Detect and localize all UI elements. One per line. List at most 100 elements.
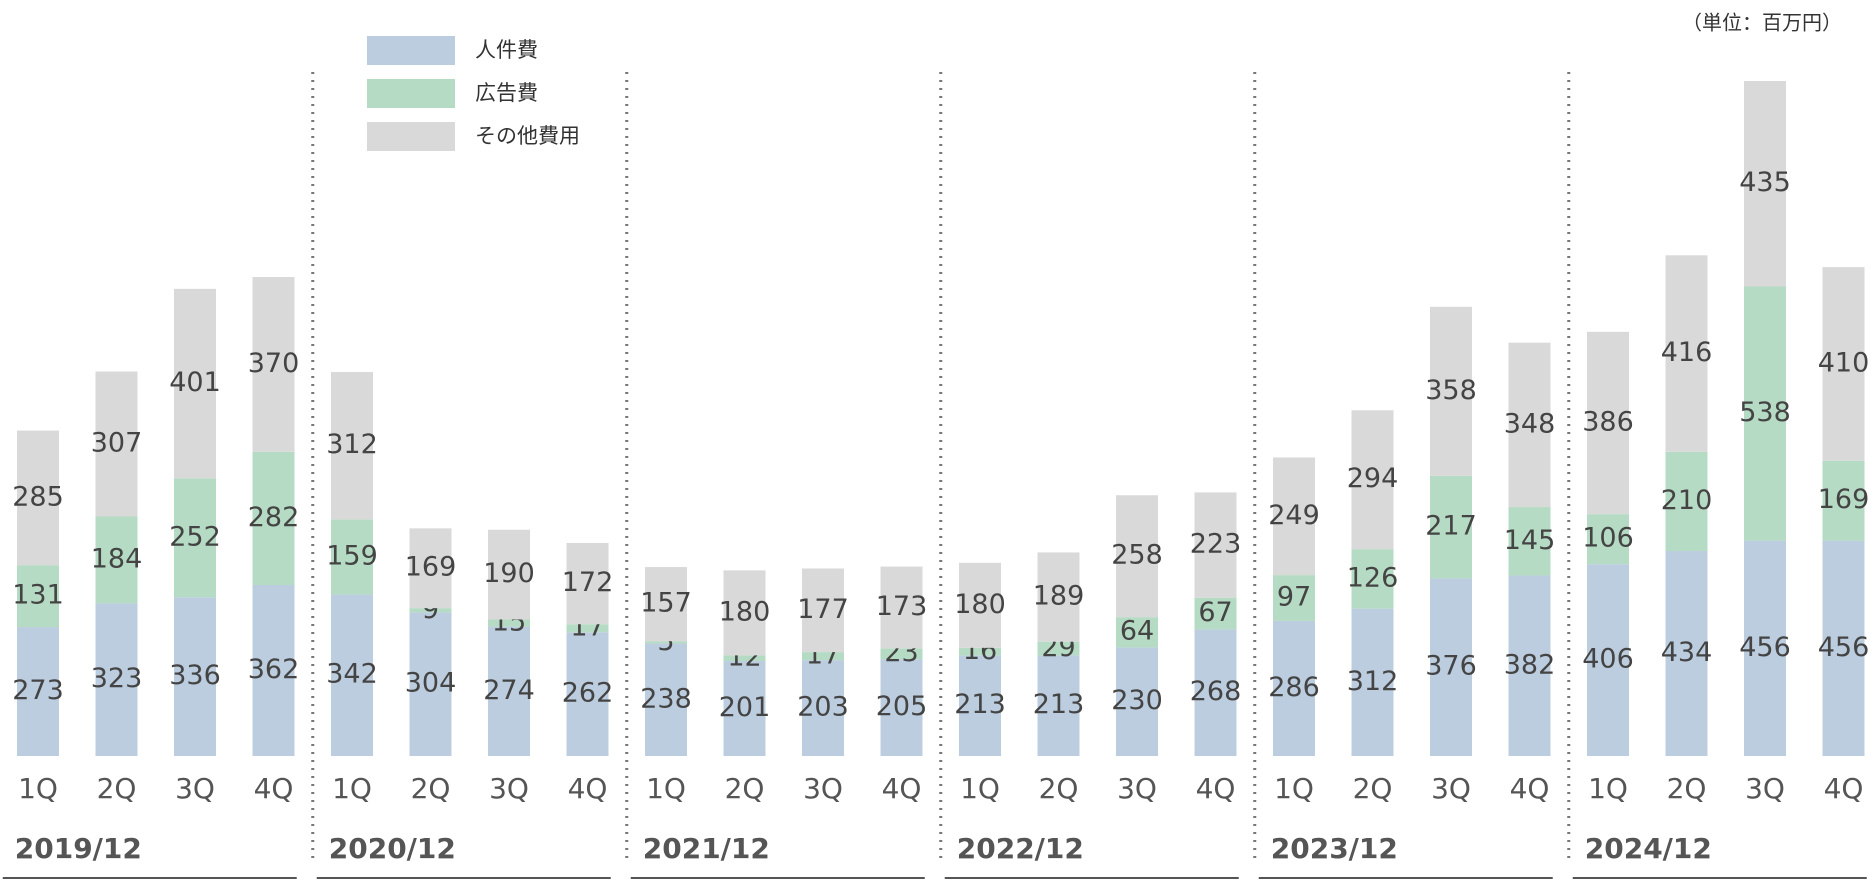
x-tick-label: 1Q — [332, 772, 372, 805]
value-label: 258 — [1111, 540, 1163, 571]
value-label: 238 — [640, 683, 692, 714]
value-label: 348 — [1504, 408, 1556, 439]
bar-segment — [1194, 492, 1237, 598]
x-tick-label: 1Q — [960, 772, 1000, 805]
bar-segment — [174, 597, 216, 756]
bar-segment — [252, 585, 295, 756]
bar-segment — [1587, 514, 1629, 565]
bar-segment — [17, 565, 59, 628]
bar-segment — [409, 612, 452, 756]
bar-segment — [723, 655, 766, 662]
bar-segment — [645, 567, 687, 642]
bar-segment — [409, 608, 452, 613]
value-label: 249 — [1268, 500, 1320, 531]
bar-segment — [723, 661, 766, 756]
value-label: 434 — [1661, 637, 1713, 668]
value-label: 382 — [1504, 649, 1556, 680]
bar-segment — [1037, 655, 1080, 756]
bar-segment — [959, 562, 1001, 648]
bar-segment — [1116, 617, 1158, 648]
x-tick-label: 4Q — [882, 772, 922, 805]
value-label: 173 — [876, 591, 928, 622]
bar-segment — [1508, 575, 1551, 756]
value-label: 172 — [562, 567, 614, 598]
bar-segment — [409, 528, 452, 609]
value-label: 274 — [483, 675, 535, 706]
value-label: 342 — [326, 659, 378, 690]
bar-segment — [95, 516, 138, 604]
x-tick-label: 3Q — [175, 772, 215, 805]
bar-segment — [802, 652, 844, 661]
x-tick-label: 2Q — [1353, 772, 1393, 805]
x-tick-label: 4Q — [254, 772, 294, 805]
bar-segment — [95, 371, 138, 517]
bar-segment — [1587, 331, 1629, 515]
value-label: 97 — [1277, 581, 1311, 612]
value-label: 223 — [1190, 529, 1242, 560]
value-label: 145 — [1504, 525, 1556, 556]
x-tick-label: 2Q — [411, 772, 451, 805]
bar-segment — [1744, 540, 1786, 756]
value-label: 282 — [248, 502, 300, 533]
value-label: 159 — [326, 540, 378, 571]
bar-segment — [174, 288, 216, 479]
bar-segment — [1351, 608, 1394, 756]
x-tick-label: 1Q — [646, 772, 686, 805]
bar-segment — [1273, 575, 1315, 621]
group-label: 2022/12 — [957, 832, 1084, 865]
bar-segment — [95, 603, 138, 756]
bar-segment — [331, 594, 373, 756]
legend-label: その他費用 — [475, 124, 580, 148]
bar-segment — [1037, 641, 1080, 656]
value-label: 169 — [1818, 484, 1870, 515]
bar-segment — [1665, 550, 1708, 756]
bar-segment — [723, 570, 766, 656]
bar-segment — [488, 619, 530, 627]
bar-segment — [1822, 460, 1865, 541]
bar-segment — [1744, 286, 1786, 541]
bar-segment — [1744, 81, 1786, 287]
bar-segment — [566, 542, 609, 625]
bar-segment — [1116, 647, 1158, 756]
value-label: 230 — [1111, 685, 1163, 716]
group-label: 2024/12 — [1585, 832, 1712, 865]
value-label: 285 — [12, 481, 64, 512]
bar-segment — [880, 566, 923, 649]
bar-segment — [1351, 549, 1394, 609]
value-label: 416 — [1661, 337, 1713, 368]
value-label: 410 — [1818, 347, 1870, 378]
x-tick-label: 1Q — [1588, 772, 1628, 805]
bar-segment — [252, 277, 295, 452]
bar-segment — [1273, 620, 1315, 756]
value-label: 201 — [719, 692, 771, 723]
bar-segment — [1822, 267, 1865, 461]
bar-segment — [645, 641, 687, 644]
bar-segment — [1037, 552, 1080, 642]
bar-segment — [488, 529, 530, 620]
legend-swatch — [367, 79, 455, 108]
value-label: 538 — [1739, 397, 1791, 428]
bar-segment — [1665, 451, 1708, 551]
bar-segment — [566, 624, 609, 633]
value-label: 169 — [405, 552, 457, 583]
x-tick-label: 4Q — [1824, 772, 1864, 805]
value-label: 180 — [954, 589, 1006, 620]
value-label: 304 — [405, 668, 457, 699]
value-label: 307 — [91, 428, 143, 459]
bar-segment — [1508, 507, 1551, 576]
bar-segment — [880, 659, 923, 756]
value-label: 217 — [1425, 511, 1477, 542]
value-label: 67 — [1198, 597, 1232, 628]
value-label: 131 — [12, 580, 64, 611]
x-tick-label: 4Q — [568, 772, 608, 805]
x-tick-label: 3Q — [489, 772, 529, 805]
value-label: 386 — [1582, 406, 1634, 437]
value-label: 323 — [91, 663, 143, 694]
bar-segment — [174, 478, 216, 598]
legend-swatch — [367, 122, 455, 151]
value-label: 205 — [876, 691, 928, 722]
x-tick-label: 2Q — [97, 772, 137, 805]
bar-segment — [1194, 629, 1237, 756]
legend-label: 広告費 — [475, 81, 538, 105]
bar-segment — [1508, 342, 1551, 508]
